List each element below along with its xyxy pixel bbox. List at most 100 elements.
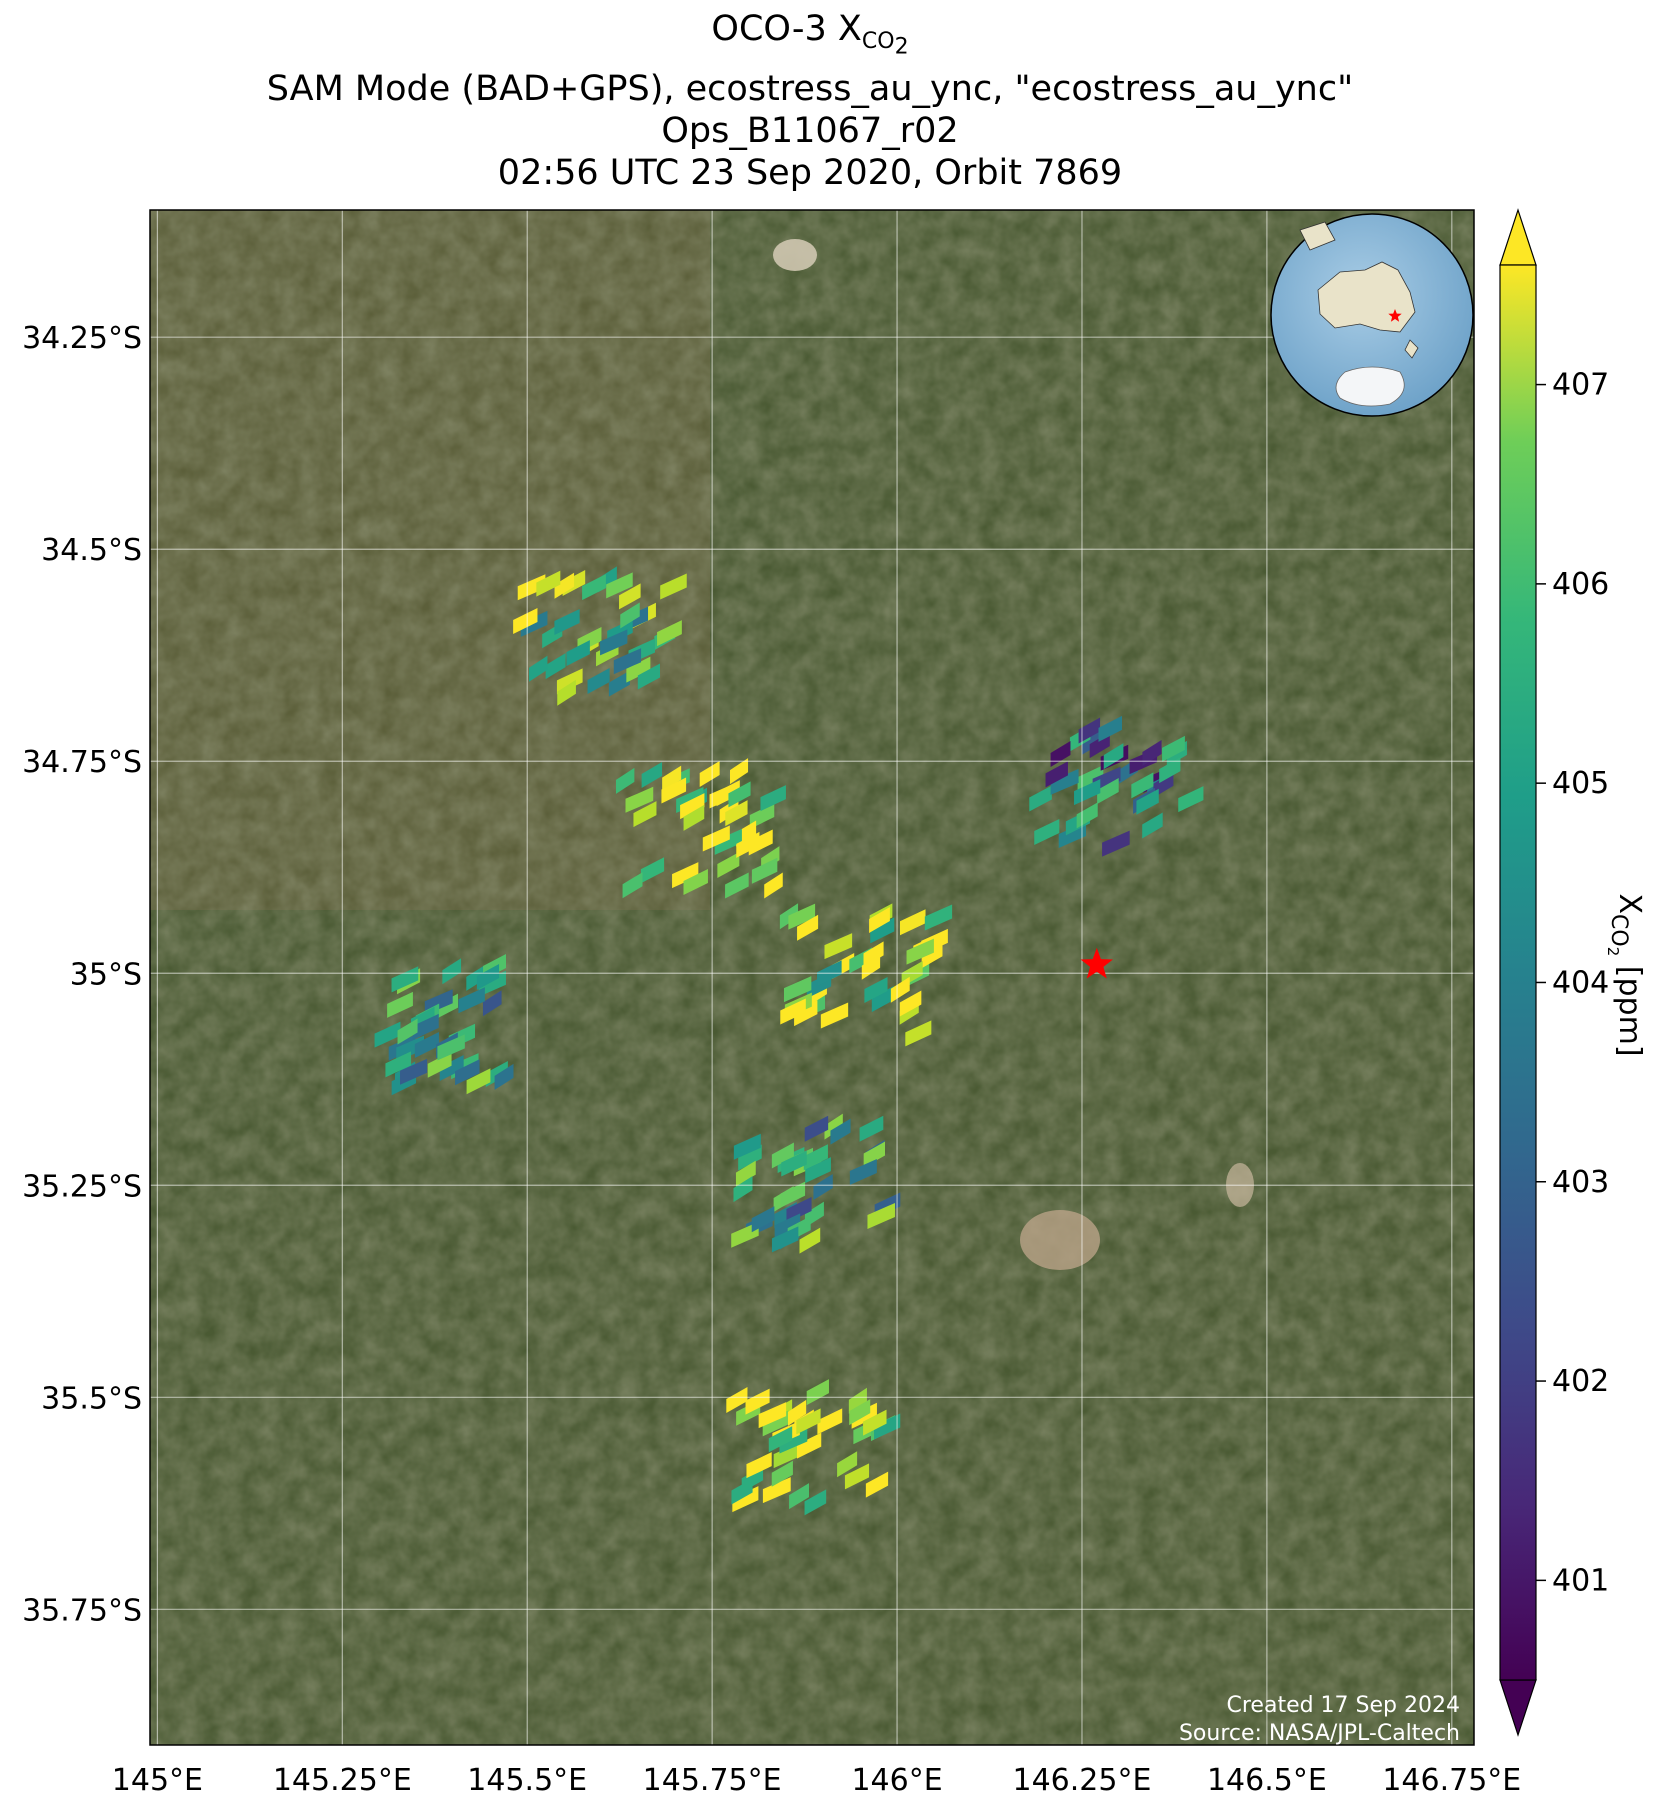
xco2-cell — [1178, 786, 1204, 813]
xco2-cell — [1098, 715, 1122, 742]
xco2-cell — [768, 1426, 793, 1453]
xco2-cell — [804, 1115, 829, 1142]
lat-tick-label: 35°S — [70, 957, 142, 992]
xco2-cell — [714, 828, 742, 855]
xco2-cell — [529, 655, 548, 682]
xco2-cell — [683, 869, 708, 896]
lake-feature — [1020, 1210, 1100, 1270]
xco2-cell — [771, 1226, 799, 1253]
xco2-cell — [374, 1021, 401, 1048]
lon-tick-label: 145.75°E — [643, 1763, 782, 1798]
globe-marker-star-icon — [1388, 309, 1402, 322]
xco2-cell — [796, 1432, 822, 1459]
xco2-cell — [622, 872, 643, 899]
xco2-cell — [751, 1206, 775, 1233]
xco2-cell — [746, 1452, 772, 1479]
xco2-cell — [582, 574, 606, 601]
xco2-cell — [662, 765, 682, 792]
xco2-cell — [805, 1157, 831, 1184]
xco2-cell — [780, 1181, 806, 1208]
xco2-cell — [661, 777, 687, 804]
xco2-cell — [899, 909, 926, 936]
xco2-footprints — [374, 566, 1204, 1516]
xco2-cell — [702, 825, 730, 852]
lon-tick-label: 145°E — [112, 1763, 203, 1798]
xco2-cell — [796, 1408, 821, 1435]
colorbar-tick-label: 403 — [1552, 1165, 1609, 1200]
xco2-cell — [400, 1058, 428, 1085]
xco2-cell — [783, 976, 812, 1003]
xco2-cell — [733, 1176, 753, 1203]
xco2-cell — [554, 572, 575, 599]
new-zealand-shape — [1404, 339, 1419, 359]
xco2-cell — [1136, 788, 1159, 815]
xco2-cell — [554, 608, 580, 635]
credit-created: Created 17 Sep 2024 — [1227, 1693, 1461, 1718]
xco2-cell — [494, 1063, 514, 1090]
lon-tick-label: 146.75°E — [1382, 1763, 1521, 1798]
xco2-cell — [863, 1409, 887, 1436]
xco2-cell — [608, 670, 630, 697]
target-marker — [1080, 947, 1113, 979]
colorbar-tick-label: 407 — [1552, 368, 1609, 403]
xco2-cell — [1074, 779, 1101, 806]
xco2-cell — [745, 1388, 770, 1415]
xco2-cell — [899, 990, 922, 1017]
xco2-cell — [566, 640, 590, 667]
xco2-cell — [758, 1402, 787, 1429]
xco2-cell — [824, 933, 853, 960]
xco2-cell — [725, 872, 749, 899]
xco2-cell — [660, 573, 687, 600]
xco2-cell — [751, 857, 778, 884]
colorbar: 401 402 403 404 405 406 407 XCO2 [ppm] — [1499, 208, 1647, 1737]
xco2-cell — [587, 668, 610, 695]
xco2-cell — [820, 1002, 849, 1029]
xco2-cell — [762, 1477, 791, 1504]
xco2-cell — [633, 801, 657, 828]
xco2-cell — [788, 903, 816, 930]
xco2-cell — [863, 1141, 886, 1168]
longitude-tick-labels: 145°E 145.25°E 145.5°E 145.75°E 146°E 146.25°… — [112, 1763, 1521, 1798]
xco2-cell — [626, 656, 651, 683]
xco2-cell — [773, 1442, 801, 1469]
xco2-cell — [397, 1018, 418, 1045]
xco2-cell — [799, 1227, 821, 1254]
xco2-cell — [780, 998, 806, 1025]
xco2-cell — [726, 1387, 748, 1414]
xco2-cell — [797, 914, 819, 941]
xco2-cell — [870, 917, 895, 944]
xco2-cell — [863, 941, 884, 968]
title-line-2: SAM Mode (BAD+GPS), ecostress_au_ync, "e… — [266, 69, 1354, 110]
colorbar-extend-high — [1499, 208, 1537, 266]
colorbar-label: XCO2 [ppm] — [1604, 893, 1647, 1056]
colorbar-extend-low — [1499, 1679, 1537, 1737]
xco2-cell — [869, 907, 890, 934]
lon-tick-label: 146°E — [851, 1763, 942, 1798]
xco2-cell — [865, 1471, 889, 1498]
xco2-cell — [557, 679, 576, 706]
xco2-cell — [824, 1113, 843, 1140]
lat-tick-label: 35.25°S — [22, 1169, 142, 1204]
xco2-cell — [683, 804, 705, 831]
asia-shape — [1299, 221, 1336, 251]
xco2-cell — [1050, 741, 1071, 768]
lat-tick-label: 35.5°S — [41, 1381, 142, 1416]
xco2-cell — [478, 970, 506, 997]
lat-tick-label: 34.75°S — [22, 745, 142, 780]
xco2-cell — [1081, 728, 1103, 755]
xco2-cell — [709, 782, 738, 809]
xco2-cell — [1077, 765, 1104, 792]
xco2-cell — [871, 986, 894, 1013]
xco2-cell — [1142, 812, 1163, 839]
xco2-cell — [672, 862, 699, 889]
xco2-cell — [536, 570, 561, 597]
xco2-cell — [905, 1020, 932, 1047]
xco2-cell — [804, 1489, 827, 1516]
xco2-cell — [735, 1160, 756, 1187]
map-frame — [149, 209, 1475, 1746]
xco2-cell — [1103, 743, 1124, 770]
xco2-cell — [625, 786, 654, 813]
xco2-cell — [848, 1387, 867, 1414]
xco2-cell — [466, 964, 486, 991]
